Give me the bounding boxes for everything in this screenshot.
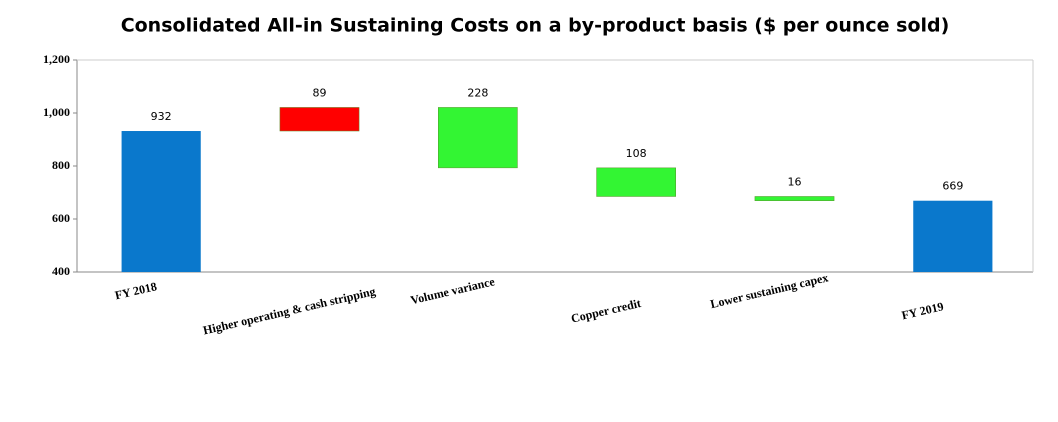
bar	[279, 107, 360, 132]
y-tick-label: 800	[52, 158, 70, 172]
y-tick-label: 1,200	[43, 52, 70, 66]
x-tick-label: Copper credit	[570, 296, 643, 326]
x-tick-label: Volume variance	[409, 274, 496, 307]
bar	[754, 196, 835, 201]
chart-title: Consolidated All-in Sustaining Costs on …	[121, 15, 950, 37]
bar	[596, 167, 676, 197]
data-label: 669	[942, 180, 963, 193]
x-tick-label: Lower sustaining capex	[709, 270, 830, 311]
y-tick-label: 600	[52, 211, 70, 225]
data-label: 16	[788, 175, 802, 188]
y-tick-label: 400	[52, 264, 70, 278]
data-label: 932	[151, 110, 172, 123]
data-label: 108	[626, 147, 647, 160]
x-tick-label: Higher operating & cash stripping	[202, 284, 377, 337]
bar	[438, 107, 518, 169]
x-tick-label: FY 2019	[900, 299, 945, 322]
data-label: 228	[467, 86, 488, 99]
data-label: 89	[313, 86, 327, 99]
y-tick-label: 1,000	[43, 105, 70, 119]
bar	[121, 131, 201, 272]
x-tick-label: FY 2018	[114, 279, 159, 302]
bar	[913, 200, 993, 272]
